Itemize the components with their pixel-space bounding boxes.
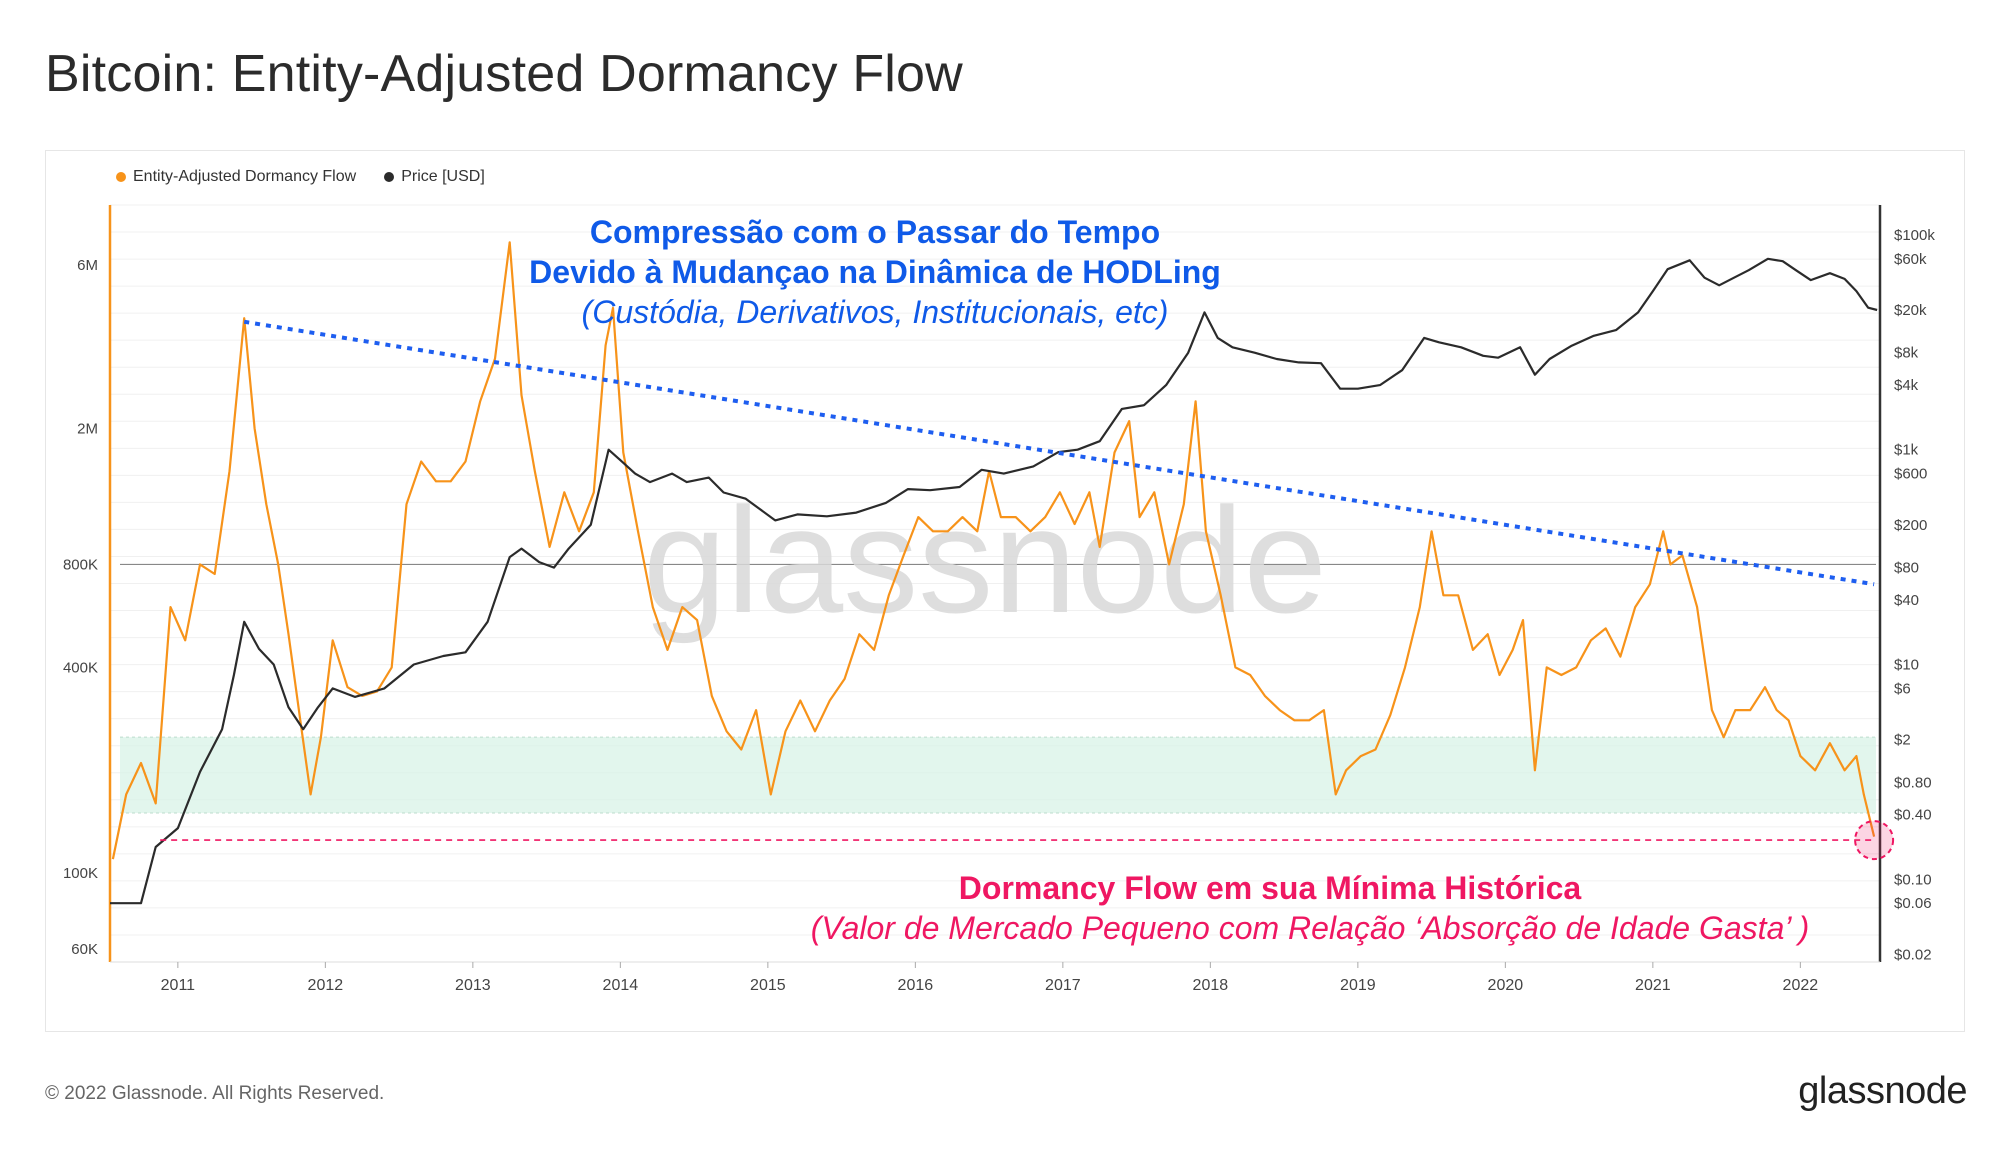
y-right-tick-label: $0.80 bbox=[1894, 774, 1932, 791]
annotation-compression-line2: Devido à Mudançao na Dinâmica de HODLing bbox=[529, 254, 1221, 290]
y-left-tick-label: 100K bbox=[63, 865, 98, 882]
footer-logo: glassnode bbox=[1798, 1070, 1967, 1112]
legend-label-price: Price [USD] bbox=[401, 168, 485, 185]
range-band bbox=[120, 737, 1876, 814]
y-left-tick-label: 60K bbox=[71, 941, 98, 958]
x-tick-label: 2011 bbox=[161, 977, 196, 994]
x-tick-label: 2021 bbox=[1635, 977, 1671, 994]
chart-legend: Entity-Adjusted Dormancy Flow Price [USD… bbox=[116, 168, 485, 186]
legend-item-dormancy[interactable]: Entity-Adjusted Dormancy Flow bbox=[116, 168, 356, 186]
y-right-tick-label: $0.06 bbox=[1894, 895, 1932, 912]
y-right-tick-label: $10 bbox=[1894, 657, 1919, 674]
x-tick-label: 2012 bbox=[308, 977, 344, 994]
y-right-tick-label: $0.10 bbox=[1894, 871, 1932, 888]
x-tick-label: 2014 bbox=[603, 977, 639, 994]
y-right-tick-label: $6 bbox=[1894, 680, 1911, 697]
y-right-tick-label: $8k bbox=[1894, 345, 1919, 362]
y-right-tick-label: $80 bbox=[1894, 560, 1919, 577]
x-tick-label: 2020 bbox=[1488, 977, 1524, 994]
series-line-price bbox=[110, 257, 1878, 905]
legend-dot-price bbox=[384, 172, 395, 182]
x-tick-label: 2016 bbox=[898, 977, 934, 994]
y-right-tick-label: $0.02 bbox=[1894, 946, 1932, 963]
y-left-tick-label: 6M bbox=[77, 257, 98, 274]
x-tick-label: 2018 bbox=[1193, 977, 1229, 994]
y-right-tick-label: $0.40 bbox=[1894, 807, 1932, 824]
x-tick-label: 2015 bbox=[750, 977, 786, 994]
watermark-text: glassnode bbox=[643, 476, 1327, 644]
page-title: Bitcoin: Entity-Adjusted Dormancy Flow bbox=[45, 45, 963, 103]
x-tick-label: 2017 bbox=[1045, 977, 1081, 994]
series-line-dormancy bbox=[111, 241, 1876, 860]
y-left-tick-label: 400K bbox=[63, 659, 98, 676]
y-right-tick-label: $4k bbox=[1894, 377, 1919, 394]
ath-low-marker bbox=[1854, 820, 1895, 861]
annotation-compression-line1: Compressão com o Passar do Tempo bbox=[589, 214, 1161, 250]
x-tick-label: 2019 bbox=[1340, 977, 1376, 994]
y-right-tick-label: $40 bbox=[1894, 592, 1919, 609]
x-tick-label: 2022 bbox=[1783, 977, 1819, 994]
x-tick-label: 2013 bbox=[455, 977, 491, 994]
footer-copyright: © 2022 Glassnode. All Rights Reserved. bbox=[45, 1083, 385, 1104]
legend-dot-dormancy bbox=[116, 172, 126, 182]
y-left-tick-label: 2M bbox=[77, 420, 98, 437]
y-left-tick-label: 800K bbox=[63, 556, 98, 573]
y-right-tick-label: $200 bbox=[1894, 517, 1927, 534]
chart-frame bbox=[45, 150, 1965, 1032]
annotation-low-line1: Dormancy Flow em sua Mínima Histórica bbox=[958, 870, 1582, 906]
y-right-tick-label: $600 bbox=[1894, 466, 1927, 483]
trend-line bbox=[243, 319, 1875, 587]
annotation-low-line2: (Valor de Mercado Pequeno com Relação ‘A… bbox=[810, 910, 1810, 946]
y-right-tick-label: $20k bbox=[1894, 302, 1927, 319]
legend-label-dormancy: Entity-Adjusted Dormancy Flow bbox=[133, 168, 357, 185]
annotation-low: Dormancy Flow em sua Mínima Histórica (V… bbox=[760, 868, 1860, 948]
y-right-tick-label: $60k bbox=[1894, 251, 1927, 268]
y-right-tick-label: $100k bbox=[1894, 227, 1935, 244]
y-right-tick-label: $1k bbox=[1894, 442, 1919, 459]
y-right-tick-label: $2 bbox=[1894, 732, 1911, 749]
legend-item-price[interactable]: Price [USD] bbox=[384, 168, 485, 186]
annotation-compression: Compressão com o Passar do Tempo Devido … bbox=[500, 212, 1250, 332]
annotation-compression-line3: (Custódia, Derivativos, Institucionais, … bbox=[581, 294, 1169, 330]
